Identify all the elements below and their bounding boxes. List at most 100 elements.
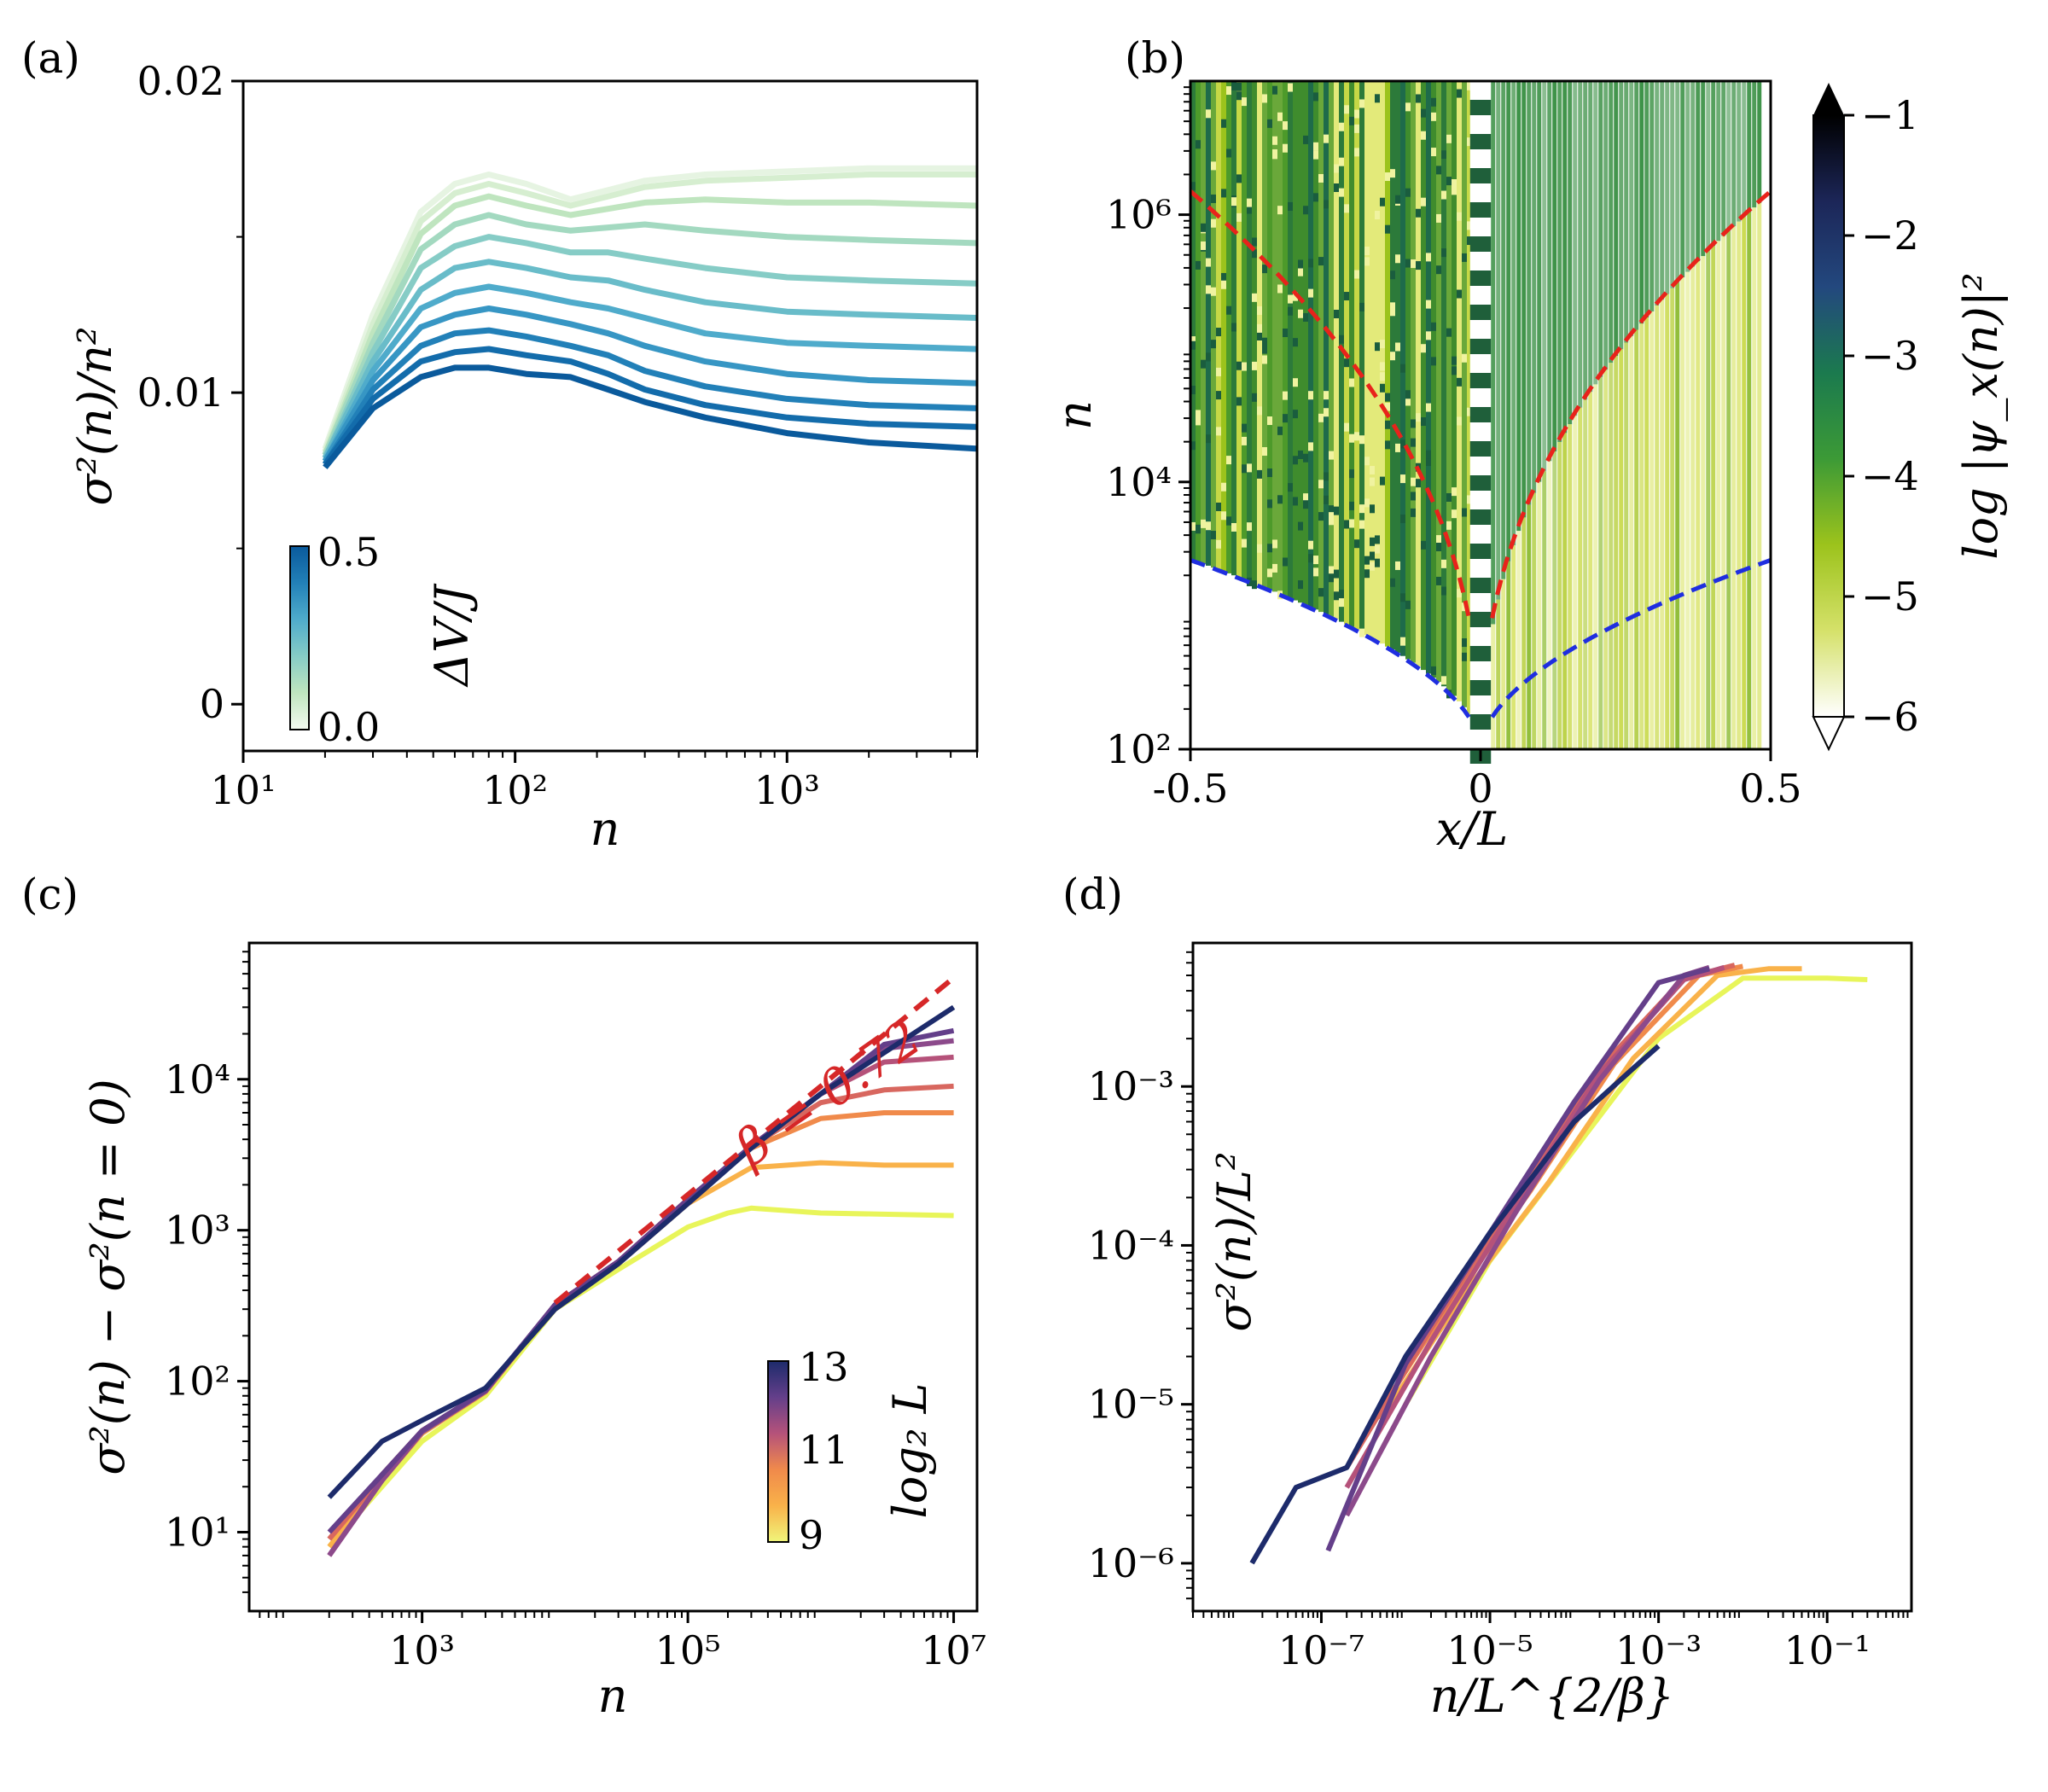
heatmap-speckle <box>1277 426 1283 435</box>
heatmap-speckle <box>1359 435 1364 445</box>
y-tick-label: 0.02 <box>137 58 224 104</box>
heatmap-speckle <box>1395 342 1400 352</box>
heatmap-speckle <box>1242 97 1247 107</box>
heatmap-speckle <box>1298 259 1303 269</box>
heatmap-speckle <box>1252 580 1257 590</box>
heatmap-speckle <box>1446 328 1452 337</box>
heatmap-speckle <box>1431 322 1436 331</box>
heatmap-speckle <box>1344 422 1349 432</box>
colorbar-label: log |ψ_x(n)|² <box>1954 272 2008 559</box>
heatmap-speckle <box>1308 288 1313 298</box>
heatmap-speckle <box>1242 436 1247 445</box>
heatmap-speckle <box>1267 119 1272 128</box>
heatmap-speckle <box>1288 201 1293 211</box>
heatmap-speckle <box>1462 602 1467 612</box>
heatmap-speckle <box>1457 89 1462 98</box>
heatmap-speckle <box>1206 434 1211 444</box>
heatmap-speckle <box>1354 148 1359 157</box>
heatmap-speckle <box>1190 182 1196 191</box>
heatmap-speckle <box>1318 257 1324 266</box>
heatmap-speckle <box>1262 94 1267 103</box>
heatmap-speckle <box>1272 539 1277 549</box>
heatmap-speckle <box>1313 150 1318 160</box>
heatmap-speckle <box>1436 213 1441 223</box>
heatmap-speckle <box>1272 85 1277 95</box>
heatmap-column-upper <box>1711 81 1716 247</box>
heatmap-column-upper <box>1639 81 1644 324</box>
heatmap-speckle <box>1257 331 1262 340</box>
heatmap-speckle <box>1318 588 1324 597</box>
heatmap-speckle <box>1216 539 1221 549</box>
heatmap-column-upper <box>1542 81 1547 472</box>
heatmap-speckle <box>1405 600 1411 609</box>
heatmap-speckle <box>1308 540 1313 550</box>
heatmap-column-upper <box>1731 81 1737 227</box>
heatmap-speckle <box>1359 628 1364 637</box>
x-tick-label: 10³ <box>389 1627 455 1673</box>
series-line-6 <box>322 283 978 463</box>
heatmap-speckle <box>1364 247 1370 256</box>
heatmap-speckle <box>1421 344 1426 353</box>
heatmap-speckle <box>1313 193 1318 202</box>
heatmap-speckle <box>1411 419 1416 428</box>
colorbar-group: −1 −2 −3 −4 −5 −6 log |ψ_x(n)|² <box>1812 83 2008 752</box>
heatmap-speckle <box>1370 477 1375 486</box>
heatmap-column <box>1272 81 1277 592</box>
heatmap-column-upper <box>1557 81 1562 442</box>
colorbar-tick-label: −5 <box>1861 573 1919 620</box>
colorbar-group: 0.5 0.0 ΔV/J <box>289 529 479 750</box>
x-tick-label: 10⁻³ <box>1615 1627 1702 1673</box>
panel-c: β = 0.72 10³ 10⁵ 10⁷ 10¹ 10² 10³ 10⁴ n σ²(n) − σ²… <box>81 941 986 1723</box>
heatmap-column-lower <box>1527 504 1532 749</box>
center-gap-dark <box>1469 407 1492 422</box>
colorbar <box>1812 114 1845 718</box>
center-gap-dark <box>1469 236 1492 252</box>
heatmap-column-lower <box>1680 276 1685 750</box>
heatmap-speckle <box>1313 142 1318 151</box>
heatmap-column-lower <box>1521 517 1527 749</box>
heatmap-speckle <box>1242 423 1247 433</box>
heatmap-column <box>1390 81 1395 650</box>
colorbar-group: 13 11 9 log₂ L <box>767 1344 937 1558</box>
center-gap-dark <box>1469 271 1492 286</box>
heatmap-speckle <box>1441 150 1446 160</box>
heatmap-column <box>1416 81 1421 666</box>
heatmap-speckle <box>1236 174 1242 183</box>
heatmap-speckle <box>1370 537 1375 546</box>
heatmap-speckle <box>1257 305 1262 315</box>
series-line-0 <box>322 165 977 450</box>
heatmap-speckle <box>1272 136 1277 145</box>
heatmap-speckle <box>1216 391 1221 400</box>
heatmap-speckle <box>1339 590 1344 599</box>
heatmap-speckle <box>1231 323 1236 332</box>
x-axis-label: x/L <box>1436 802 1509 856</box>
heatmap-column <box>1236 81 1242 578</box>
heatmap-speckle <box>1375 544 1380 554</box>
heatmap-column-lower <box>1721 236 1726 749</box>
heatmap-speckle <box>1446 521 1452 530</box>
heatmap-speckle <box>1375 558 1380 567</box>
heatmap-column-lower <box>1532 492 1537 749</box>
colorbar-tick-label: −4 <box>1861 453 1919 499</box>
center-gap <box>1469 286 1492 305</box>
heatmap-speckle <box>1283 121 1288 131</box>
heatmap-speckle <box>1349 433 1354 443</box>
heatmap-column-upper <box>1491 81 1496 625</box>
heatmap-speckle <box>1467 81 1472 90</box>
heatmap-speckle <box>1252 361 1257 370</box>
x-tick-label: 10⁷ <box>921 1627 986 1673</box>
heatmap-column-upper <box>1660 81 1665 300</box>
heatmap-speckle <box>1436 543 1441 552</box>
heatmap-column-lower <box>1537 481 1542 749</box>
heatmap-speckle <box>1364 556 1370 565</box>
heatmap-speckle <box>1344 204 1349 213</box>
heatmap-speckle <box>1262 355 1267 364</box>
heatmap-column-upper <box>1573 81 1578 416</box>
heatmap-column <box>1436 81 1441 683</box>
annotation-beta: β = 0.72 <box>724 1009 932 1178</box>
center-gap <box>1469 457 1492 475</box>
heatmap-speckle <box>1196 525 1201 534</box>
heatmap-speckle <box>1313 92 1318 102</box>
panel-label-a: (a) <box>21 33 80 83</box>
heatmap-speckle <box>1324 134 1329 143</box>
